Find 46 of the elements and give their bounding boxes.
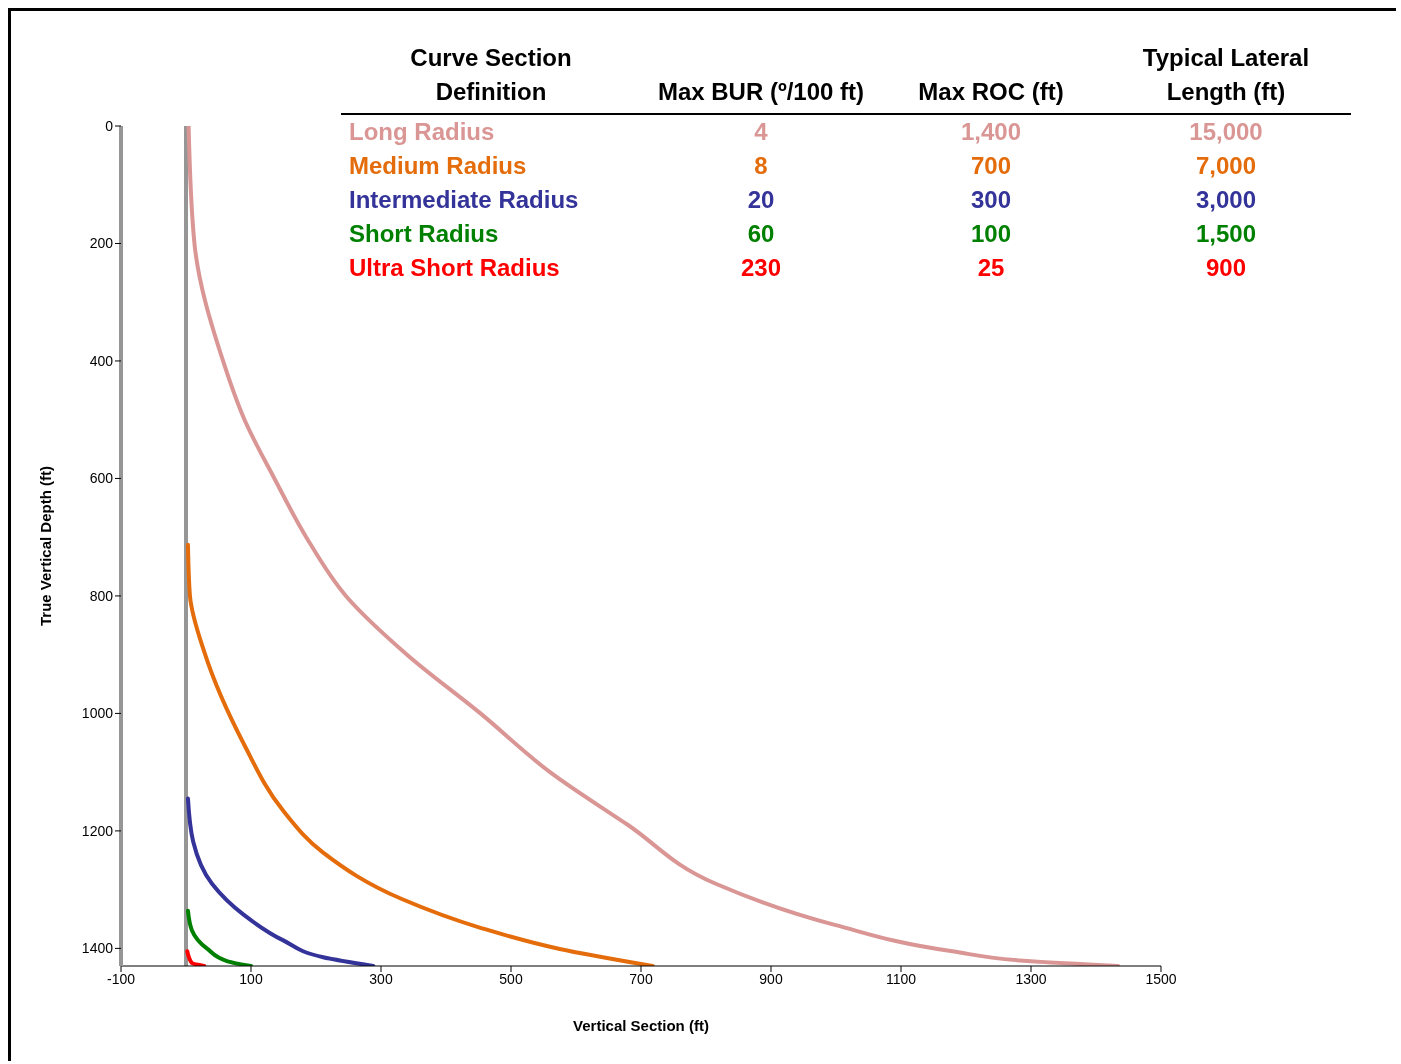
x-axis-title: Vertical Section (ft) — [573, 1017, 709, 1034]
x-tick-label: 100 — [239, 970, 263, 987]
text: Curve Section Definition — [409, 43, 573, 107]
text: Ultra Short Radius — [348, 253, 561, 283]
annotation: 4 — [753, 117, 769, 147]
text: 15,000 — [1188, 117, 1264, 147]
text: Medium Radius — [348, 151, 528, 181]
y-axis-title: True Vertical Depth (ft) — [37, 465, 55, 627]
text: 3,000 — [1194, 185, 1258, 215]
annotation: 25 — [976, 253, 1006, 283]
x-tick-label: 700 — [629, 970, 653, 987]
text: Intermediate Radius — [348, 185, 580, 215]
text: Long Radius — [348, 117, 496, 147]
text: 900 — [1204, 253, 1247, 283]
y-tick-label: 600 — [89, 470, 114, 487]
x-tick-label: 500 — [499, 970, 523, 987]
text: Typical Lateral Length (ft) — [1141, 43, 1311, 107]
y-tick-label: 1400 — [81, 940, 114, 957]
line-series — [185, 908, 253, 966]
line-series — [185, 796, 376, 966]
annotation: 700 — [969, 151, 1012, 181]
annotation: 1,400 — [959, 117, 1023, 147]
annotation: 100 — [969, 219, 1012, 249]
annotation: 20 — [746, 185, 776, 215]
text: Max ROC (ft) — [918, 77, 1064, 107]
text: Max BUR (º/100 ft) — [657, 77, 865, 107]
x-tick-label: -100 — [106, 970, 136, 987]
line-series — [185, 542, 655, 966]
y-tick-label: 400 — [89, 352, 114, 369]
annotation: 300 — [969, 185, 1012, 215]
annotation: 8 — [753, 151, 769, 181]
x-tick-label: 1300 — [1015, 970, 1047, 987]
y-tick-label: 0 — [105, 117, 114, 134]
x-tick-label: 1500 — [1145, 970, 1177, 987]
x-tick-label: 900 — [759, 970, 783, 987]
text: 1,500 — [1194, 219, 1258, 249]
text: Short Radius — [348, 219, 500, 249]
x-tick-label: 1100 — [885, 970, 917, 987]
y-tick-label: 1000 — [81, 705, 114, 722]
annotation: 60 — [746, 219, 776, 249]
y-tick-label: 1200 — [81, 822, 114, 839]
y-tick-label: 800 — [89, 587, 114, 604]
x-tick-label: 300 — [369, 970, 393, 987]
annotation: 230 — [739, 253, 782, 283]
text: 7,000 — [1194, 151, 1258, 181]
y-tick-label: 200 — [89, 235, 114, 252]
